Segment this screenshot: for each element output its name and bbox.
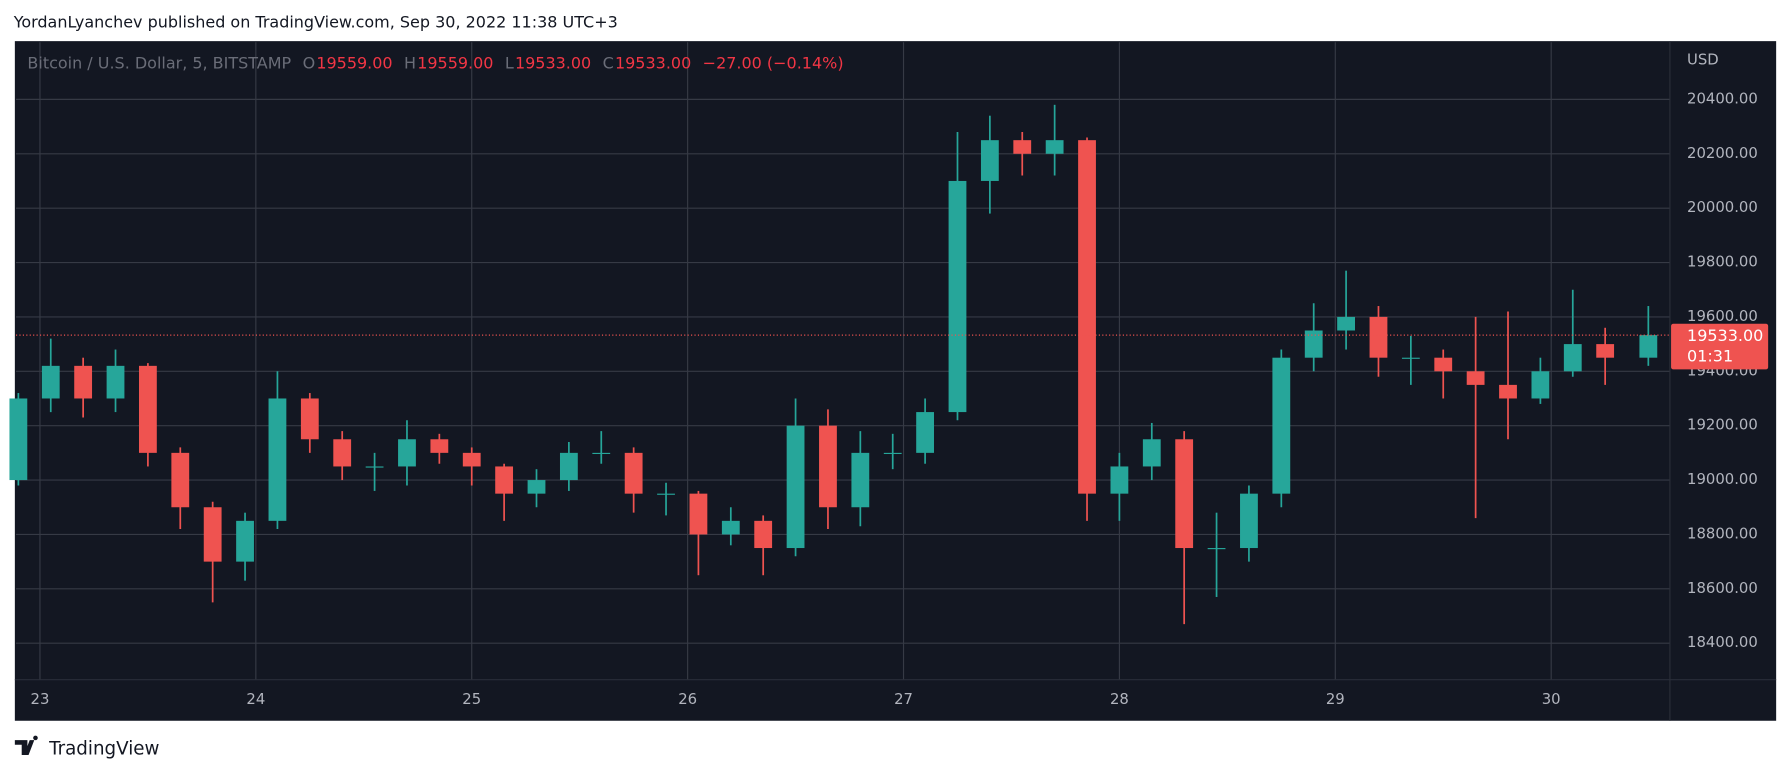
candle-body: [527, 480, 546, 494]
candle-body: [1499, 384, 1517, 399]
x-tick-label: 27: [894, 691, 913, 708]
candle-body: [9, 398, 28, 481]
candle-body: [1045, 140, 1064, 154]
chart-frame: [14, 41, 1777, 721]
legend-key: L: [505, 53, 514, 72]
candle-body: [624, 452, 643, 494]
candle-body: [1337, 316, 1355, 331]
candle-body: [786, 425, 805, 549]
candle-body: [462, 452, 481, 467]
y-tick-label: 20000.00: [1687, 199, 1758, 216]
x-tick-label: 26: [678, 691, 697, 708]
y-tick-label: 18400.00: [1687, 634, 1758, 651]
candle-body: [236, 520, 254, 562]
candle-body: [203, 507, 222, 562]
candle-body: [592, 452, 611, 455]
candle-body: [1175, 439, 1194, 549]
candle-body: [559, 452, 578, 481]
candle-body: [1563, 344, 1582, 372]
candle-body: [398, 439, 416, 467]
candle-body: [657, 493, 675, 495]
candle-body: [1304, 330, 1323, 358]
y-tick-label: 20200.00: [1687, 145, 1758, 162]
candle-body: [138, 365, 157, 453]
y-tick-label: 20400.00: [1687, 90, 1758, 107]
candle-body: [754, 520, 773, 549]
candle-body: [1596, 344, 1615, 358]
countdown: 01:31: [1687, 346, 1733, 365]
candle-body: [916, 412, 935, 453]
candle-body: [1240, 493, 1258, 549]
candle-body: [74, 365, 93, 399]
y-tick-label: 19200.00: [1687, 417, 1758, 434]
symbol: Bitcoin / U.S. Dollar, 5, BITSTAMP: [27, 53, 291, 72]
x-tick-label: 29: [1326, 691, 1345, 708]
candle-body: [300, 398, 319, 440]
x-tick-label: 23: [31, 691, 50, 708]
last-price-label: 19533.00: [1687, 326, 1763, 345]
grid: [15, 42, 1670, 680]
candle-body: [1142, 439, 1161, 467]
candle-body: [333, 439, 352, 467]
candle-body: [1531, 371, 1550, 399]
candle-body: [721, 520, 740, 535]
candle-body: [1369, 316, 1388, 358]
candle-body: [819, 425, 837, 508]
candle-body: [1401, 357, 1420, 359]
ohlc-legend: Bitcoin / U.S. Dollar, 5, BITSTAMP O 1955…: [27, 53, 843, 72]
candles: [9, 104, 1670, 625]
candle-body: [1639, 335, 1658, 358]
candle-body: [883, 452, 902, 455]
legend-value: 19559.00: [417, 53, 493, 72]
y-unit: USD: [1687, 52, 1719, 69]
candle-body: [689, 493, 708, 535]
y-tick-label: 18600.00: [1687, 580, 1758, 597]
candle-body: [1466, 371, 1485, 385]
candle-body: [1078, 140, 1096, 494]
x-tick-label: 25: [462, 691, 481, 708]
x-tick-label: 28: [1110, 691, 1129, 708]
candle-body: [430, 439, 449, 453]
candle-body: [1434, 357, 1453, 372]
x-tick-label: 30: [1542, 691, 1561, 708]
legend-key: H: [404, 53, 416, 72]
y-tick-label: 19600.00: [1687, 308, 1758, 325]
candle-body: [1110, 466, 1129, 494]
candle-body: [495, 466, 514, 494]
y-tick-label: 19800.00: [1687, 254, 1758, 271]
y-tick-label: 18800.00: [1687, 525, 1758, 542]
x-tick-label: 24: [246, 691, 265, 708]
byline: YordanLyanchev published on TradingView.…: [13, 12, 618, 31]
legend-value: −27.00 (−0.14%): [703, 53, 844, 72]
legend-value: 19533.00: [515, 53, 591, 72]
candle-body: [268, 398, 287, 521]
legend-value: 19559.00: [316, 53, 392, 72]
candle-body: [171, 452, 190, 508]
tv-logo: TradingView: [14, 735, 160, 759]
brand: TradingView: [48, 738, 159, 759]
candle-body: [1013, 140, 1032, 154]
candle-body: [980, 140, 999, 181]
candle-body: [1207, 548, 1226, 550]
legend-key: C: [603, 53, 614, 72]
last-price-box: [1671, 323, 1769, 370]
candle-body: [1272, 357, 1291, 494]
legend-value: 19533.00: [615, 53, 691, 72]
legend-key: O: [303, 53, 316, 72]
y-tick-label: 19000.00: [1687, 471, 1758, 488]
logo-icon: [14, 735, 38, 756]
candle-body: [948, 180, 967, 413]
candle-body: [106, 365, 125, 399]
candle-body: [851, 452, 870, 508]
candle-body: [41, 365, 60, 399]
candle-body: [365, 466, 384, 468]
